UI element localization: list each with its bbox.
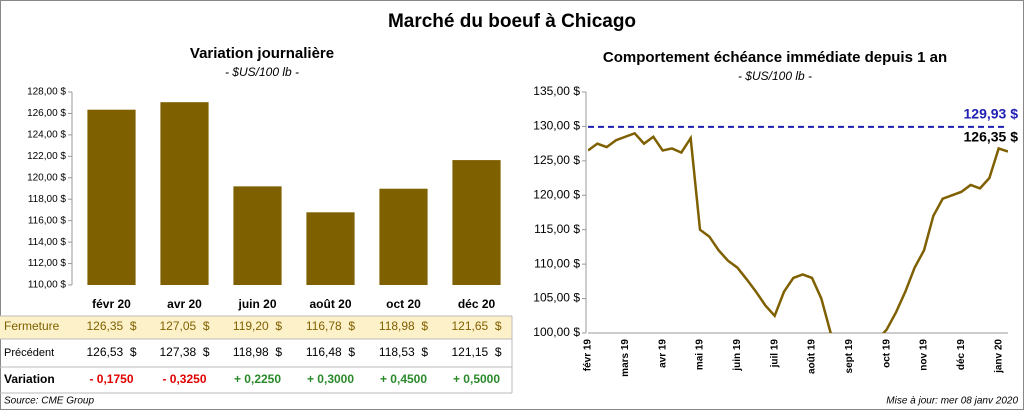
x-tick-label: oct 19 [881,339,892,368]
y-tick-label: 100,00 $ [533,325,580,339]
x-tick-label: mai 19 [695,339,706,371]
y-tick-label: 120,00 $ [27,172,66,183]
cell: 118,53 $ [379,345,428,359]
cell: + 0,3000 [307,372,354,386]
cell: + 0,4500 [380,372,427,386]
x-tick-label: déc 20 [458,297,496,311]
cell: - 0,3250 [162,372,206,386]
bar [452,160,501,285]
y-tick-label: 118,00 $ [28,194,67,205]
x-tick-label: févr 19 [583,339,594,372]
x-tick-label: sept 19 [844,339,855,374]
value-label: 126,35 $ [86,319,136,333]
chart-subtitle: - $US/100 lb - [225,65,299,79]
annotation: 126,35 $ [964,128,1019,144]
cell: 127,38 $ [159,345,209,359]
y-tick-label: 115,00 $ [534,222,580,236]
y-tick-label: 110,00 $ [28,280,67,291]
y-tick-label: 124,00 $ [27,130,66,141]
value-label: 116,78 $ [306,319,355,333]
highlight-row [0,316,512,339]
y-tick-label: 110,00 $ [534,256,580,270]
x-tick-label: juil 19 [769,339,780,369]
cell: 126,53 $ [86,345,136,359]
value-label: 121,65 $ [451,319,501,333]
bar [87,109,136,285]
x-tick-label: janv 20 [993,339,1004,374]
y-tick-label: 126,00 $ [27,108,66,119]
x-tick-label: févr 20 [92,297,131,311]
x-tick-label: avr 20 [167,297,202,311]
y-tick-label: 120,00 $ [533,187,580,201]
cell: 121,15 $ [451,345,501,359]
source: Source: CME Group [4,396,94,407]
chart-title: Variation journalière [190,45,334,62]
x-tick-label: août 19 [807,339,818,374]
cell: + 0,5000 [453,372,500,386]
y-tick-label: 114,00 $ [28,237,67,248]
chart-subtitle: - $US/100 lb - [738,69,812,83]
row-label: Fermeture [4,319,60,333]
page-title: Marché du boeuf à Chicago [388,11,636,32]
updated: Mise à jour: mer 08 janv 2020 [886,396,1018,407]
y-tick-label: 135,00 $ [533,84,580,98]
y-tick-label: 130,00 $ [533,119,580,133]
x-tick-label: août 20 [309,297,351,311]
bar [306,212,355,285]
y-tick-label: 105,00 $ [533,291,580,305]
x-tick-label: mars 19 [620,339,631,377]
line [588,131,1008,333]
y-tick-label: 122,00 $ [27,151,66,162]
x-tick-label: nov 19 [919,339,930,371]
x-tick-label: avr 19 [657,339,668,368]
y-tick-label: 116,00 $ [28,215,67,226]
bar [379,188,428,285]
value-label: 119,20 $ [233,319,282,333]
y-tick-label: 112,00 $ [28,258,67,269]
chart-title: Comportement échéance immédiate depuis 1… [603,49,947,66]
bar [233,186,282,285]
cell: 116,48 $ [306,345,355,359]
x-tick-label: juin 20 [237,297,276,311]
x-tick-label: déc 19 [956,339,967,371]
y-tick-label: 128,00 $ [27,87,66,98]
x-tick-label: oct 20 [386,297,421,311]
cell: + 0,2250 [234,372,281,386]
value-label: 127,05 $ [159,319,209,333]
cell: 118,98 $ [233,345,282,359]
value-label: 118,98 $ [379,319,428,333]
y-tick-label: 125,00 $ [533,153,580,167]
x-tick-label: juin 19 [732,339,743,372]
bar [160,102,209,285]
row-label: Précédent [4,347,54,359]
annotation: 129,93 $ [964,106,1019,122]
row-label: Variation [4,372,55,386]
cell: - 0,1750 [89,372,133,386]
